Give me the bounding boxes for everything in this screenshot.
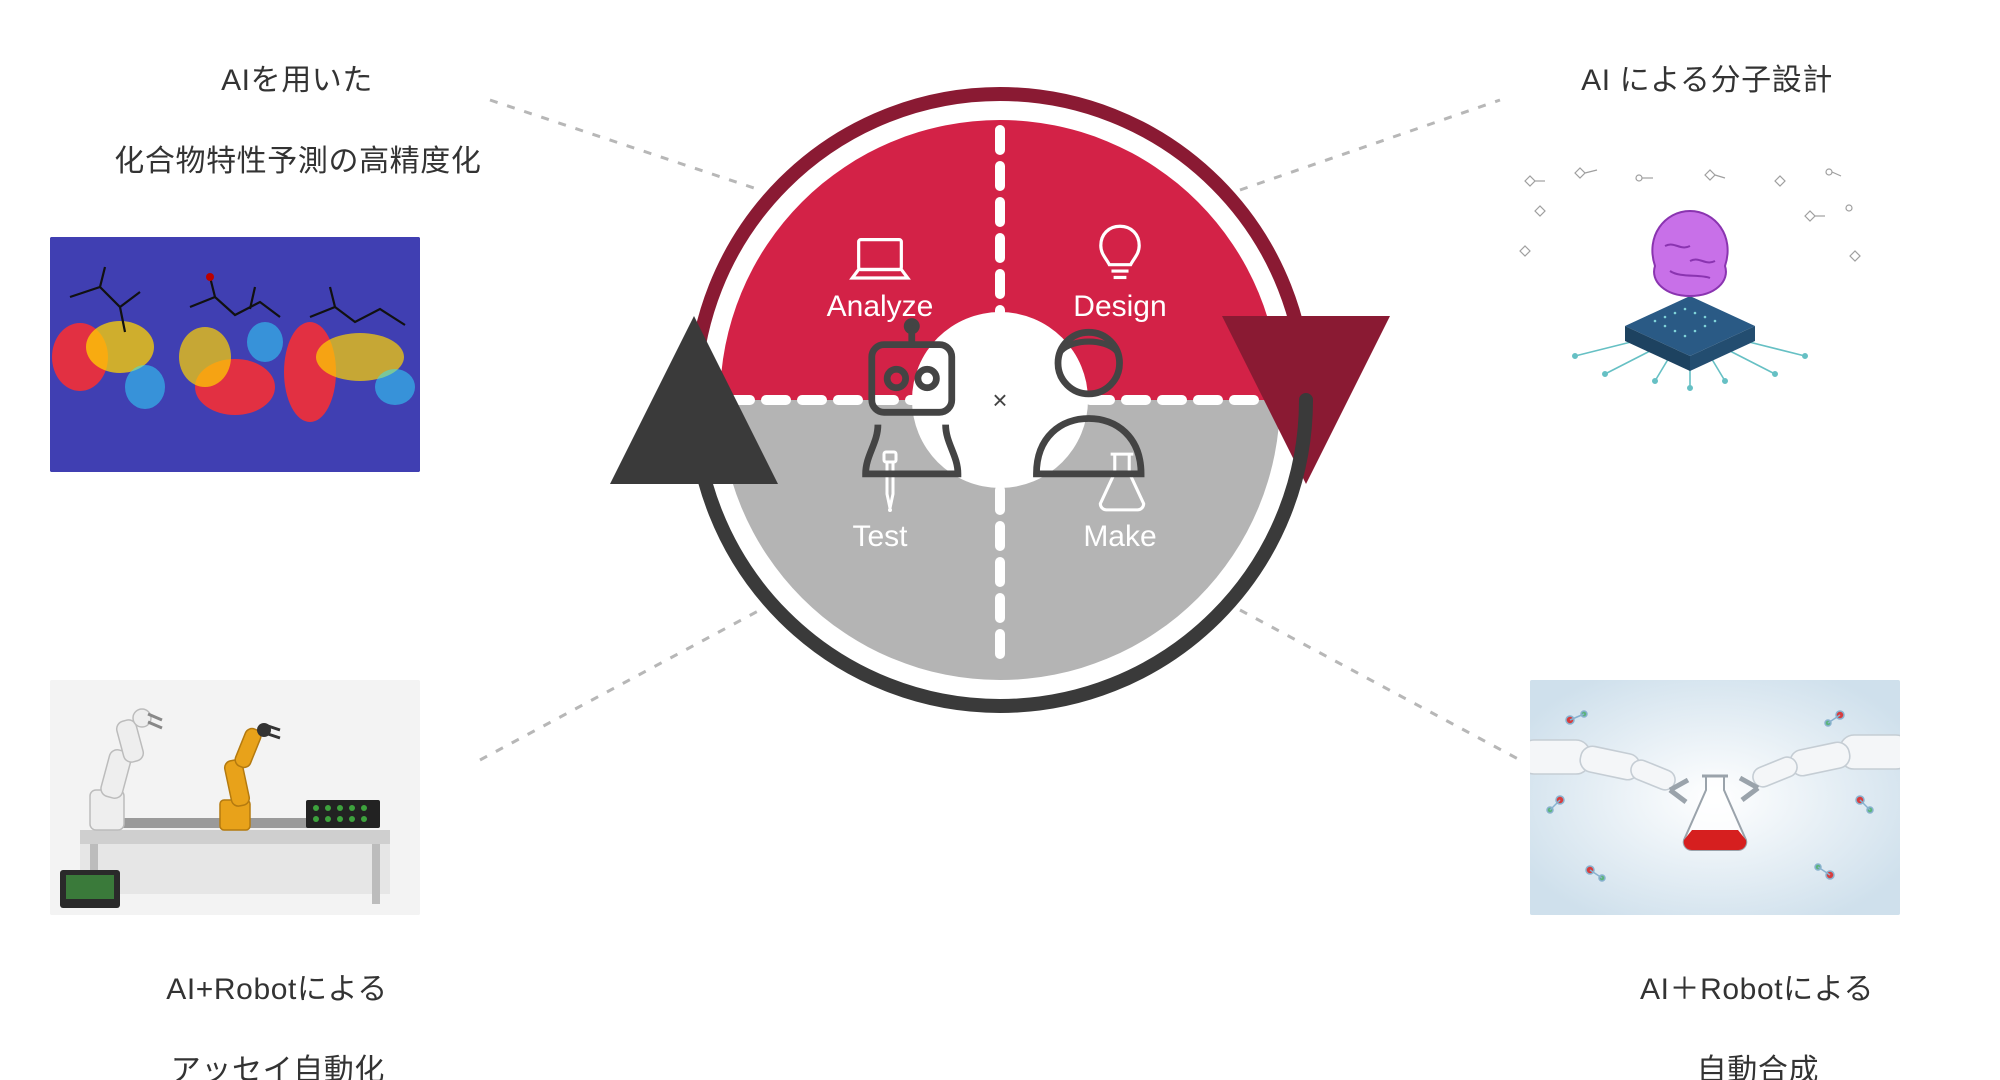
- corner-make-title-line1: AI＋Robotによる: [1640, 973, 1874, 1006]
- wheel-center: ×: [920, 320, 1080, 480]
- corner-make-thumb: [1530, 680, 1900, 915]
- corner-analyze: AIを用いた 化合物特性予測の高精度化: [50, 20, 510, 472]
- corner-analyze-thumb: [50, 237, 420, 472]
- corner-test-title-line2: アッセイ自動化: [171, 1054, 385, 1080]
- corner-make-title: AI＋Robotによる 自動合成: [1530, 929, 1950, 1080]
- corner-analyze-title-line2: 化合物特性予測の高精度化: [114, 145, 481, 178]
- corner-analyze-title: AIを用いた 化合物特性予測の高精度化: [50, 20, 510, 223]
- corner-make-title-line2: 自動合成: [1697, 1054, 1819, 1080]
- corner-test-title-line1: AI+Robotによる: [166, 973, 388, 1006]
- center-operator: ×: [992, 385, 1007, 416]
- laptop-icon: [848, 230, 912, 294]
- person-head-icon: [1018, 320, 1160, 480]
- cycle-wheel: Analyze Design Test Make ×: [700, 100, 1300, 700]
- corner-test: AI+Robotによる アッセイ自動化: [50, 680, 470, 1080]
- corner-design: AI による分子設計: [1430, 20, 1950, 391]
- corner-make: AI＋Robotによる 自動合成: [1530, 680, 1950, 1080]
- corner-analyze-title-line1: AIを用いた: [221, 64, 373, 97]
- corner-design-title-line1: AI による分子設計: [1581, 64, 1833, 97]
- corner-test-thumb: [50, 680, 420, 915]
- corner-design-title: AI による分子設計: [1430, 20, 1950, 142]
- quad-label-test: Test: [800, 520, 960, 554]
- quad-label-make: Make: [1040, 520, 1200, 554]
- lightbulb-icon: [1088, 222, 1152, 286]
- robot-head-icon: [841, 320, 983, 480]
- quad-label-design: Design: [1040, 290, 1200, 324]
- corner-test-title: AI+Robotによる アッセイ自動化: [50, 929, 470, 1080]
- quad-label-analyze: Analyze: [800, 290, 960, 324]
- corner-design-thumb: [1505, 156, 1875, 391]
